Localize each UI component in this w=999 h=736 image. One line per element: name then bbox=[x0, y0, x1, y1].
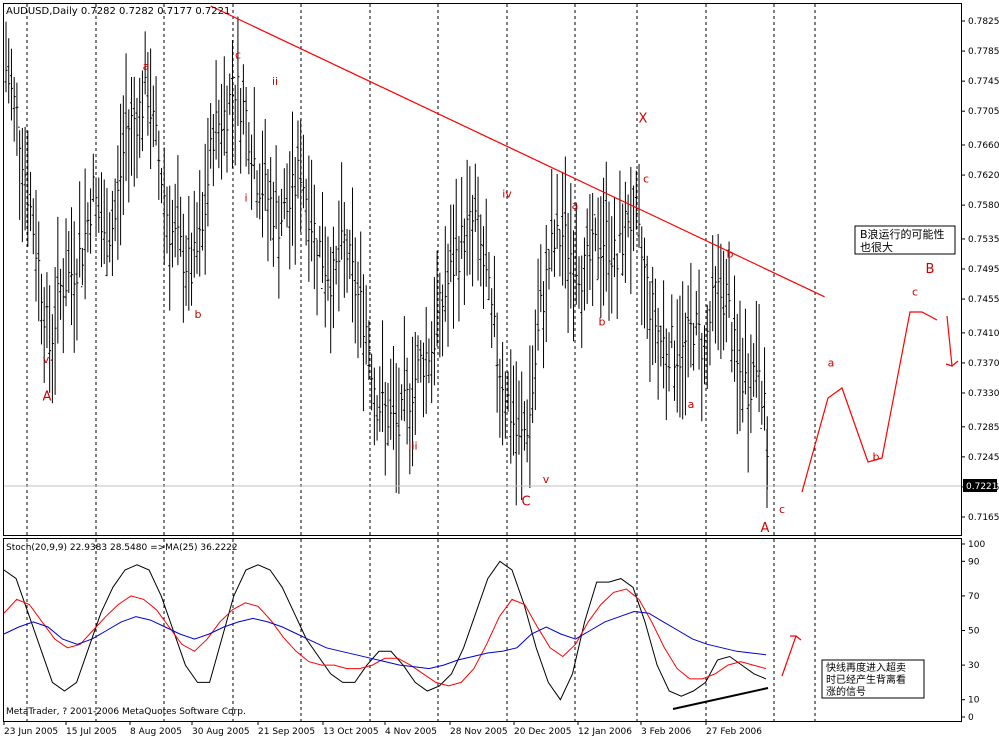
stoch-line-signal bbox=[3, 588, 767, 687]
price-axis: 0.7825 0.7785 0.7745 0.7705 0.7660 0.7620 0.75… bbox=[961, 17, 999, 523]
stoch-tick-label: 10 bbox=[968, 696, 980, 706]
stoch-tick-label: 90 bbox=[968, 557, 980, 567]
wave-label: iv bbox=[502, 188, 512, 201]
stoch-tick-label: 100 bbox=[968, 540, 985, 550]
stoch-line-ma25 bbox=[3, 610, 767, 670]
wave-label: A bbox=[43, 390, 52, 405]
date-tick-label: 13 Oct 2005 bbox=[323, 727, 379, 736]
price-tick-label: 0.7285 bbox=[968, 423, 999, 433]
trendline bbox=[210, 5, 825, 298]
wave-label: i bbox=[244, 191, 247, 204]
price-tick-label: 0.7535 bbox=[968, 235, 999, 245]
date-tick-label: 21 Sep 2005 bbox=[258, 727, 315, 736]
price-tick-label: 0.7660 bbox=[968, 141, 999, 151]
vertical-grid-lines bbox=[26, 4, 816, 721]
date-tick-label: 4 Nov 2005 bbox=[385, 727, 437, 736]
price-tick-label: 0.7370 bbox=[968, 359, 999, 369]
price-tick-label: 0.7785 bbox=[968, 47, 999, 57]
date-axis: 23 Jun 2005 15 Jul 2005 8 Aug 2005 30 Aug 2… bbox=[3, 721, 762, 736]
price-tick-label: 0.7495 bbox=[968, 265, 999, 275]
price-tick-label: 0.7245 bbox=[968, 453, 999, 463]
symbol-header: AUDUSD,Daily 0.7282 0.7282 0.7177 0.7221 bbox=[6, 6, 230, 17]
wave-label: c bbox=[643, 173, 649, 186]
wave-label: ii bbox=[272, 75, 278, 88]
note-stoch-line2: 时已经产生背离看 bbox=[826, 673, 906, 686]
wave-label: B bbox=[926, 262, 935, 277]
price-panel-frame bbox=[3, 3, 962, 536]
price-tick-label: 0.7330 bbox=[968, 389, 999, 399]
wave-label: b bbox=[727, 248, 734, 261]
stoch-tick-label: 0 bbox=[968, 713, 974, 723]
note-stoch-line3: 涨的信号 bbox=[826, 685, 866, 698]
copyright: MetaTrader, ? 2001-2006 MetaQuotes Softw… bbox=[6, 707, 246, 717]
price-tick-label: 0.7745 bbox=[968, 77, 999, 87]
stoch-line-main bbox=[3, 560, 767, 701]
divergence-line bbox=[672, 687, 769, 710]
wave-label: c bbox=[779, 503, 785, 516]
date-tick-label: 23 Jun 2005 bbox=[4, 727, 58, 736]
note-box-price bbox=[854, 225, 956, 255]
wave-label: b bbox=[599, 315, 606, 328]
date-tick-label: 12 Jan 2006 bbox=[578, 727, 632, 736]
date-tick-label: 20 Dec 2005 bbox=[514, 727, 572, 736]
price-tick-label: 0.7455 bbox=[968, 295, 999, 305]
wave-label: b bbox=[873, 451, 880, 464]
price-tick-label: 0.7825 bbox=[968, 17, 999, 27]
date-tick-label: 28 Nov 2005 bbox=[450, 727, 508, 736]
wave-label: X bbox=[639, 111, 648, 126]
price-tick-label: 0.7165 bbox=[968, 513, 999, 523]
current-price-box bbox=[963, 479, 997, 492]
wave-label: c bbox=[235, 49, 241, 62]
note-price-line1: B浪运行的可能性 bbox=[860, 227, 945, 241]
note-stoch-line1: 快线再度进入超卖 bbox=[826, 661, 906, 674]
date-tick-label: 27 Feb 2006 bbox=[706, 727, 762, 736]
date-tick-label: 30 Aug 2005 bbox=[192, 727, 250, 736]
note-box-stoch bbox=[821, 659, 925, 699]
stoch-up-arrow bbox=[781, 635, 802, 677]
note-price-line2: 也很大 bbox=[860, 240, 893, 254]
date-tick-label: 3 Feb 2006 bbox=[641, 727, 692, 736]
price-tick-label: 0.7410 bbox=[968, 329, 999, 339]
wave-label: a bbox=[688, 398, 695, 411]
projected-arrow-b bbox=[945, 315, 959, 367]
stochastic-lines bbox=[3, 560, 767, 701]
current-price-label: 0.7221 bbox=[966, 482, 998, 492]
price-tick-label: 0.7705 bbox=[968, 107, 999, 117]
stoch-panel-frame bbox=[3, 538, 962, 722]
wave-label: A bbox=[761, 521, 770, 536]
wave-label: b bbox=[195, 308, 202, 321]
date-tick-label: 15 Jul 2005 bbox=[66, 727, 117, 736]
projected-wave-path bbox=[801, 311, 938, 493]
wave-label: C bbox=[521, 495, 530, 510]
stoch-tick-label: 50 bbox=[968, 627, 980, 637]
price-tick-label: 0.7580 bbox=[968, 201, 999, 211]
wave-label: a bbox=[828, 357, 835, 370]
date-tick-label: 8 Aug 2005 bbox=[130, 727, 182, 736]
wave-label: a bbox=[572, 199, 579, 212]
stoch-tick-label: 30 bbox=[968, 661, 980, 671]
wave-label: iii bbox=[408, 439, 417, 452]
wave-label: v bbox=[43, 353, 50, 366]
wave-label: c bbox=[912, 285, 918, 298]
price-tick-label: 0.7620 bbox=[968, 171, 999, 181]
stoch-tick-label: 70 bbox=[968, 592, 980, 602]
price-bars bbox=[4, 16, 769, 508]
wave-label: v bbox=[543, 473, 550, 486]
wave-label: a bbox=[143, 60, 150, 73]
stoch-header: Stoch(20,9,9) 22.9383 28.5480 =>MA(25) 3… bbox=[6, 543, 238, 553]
